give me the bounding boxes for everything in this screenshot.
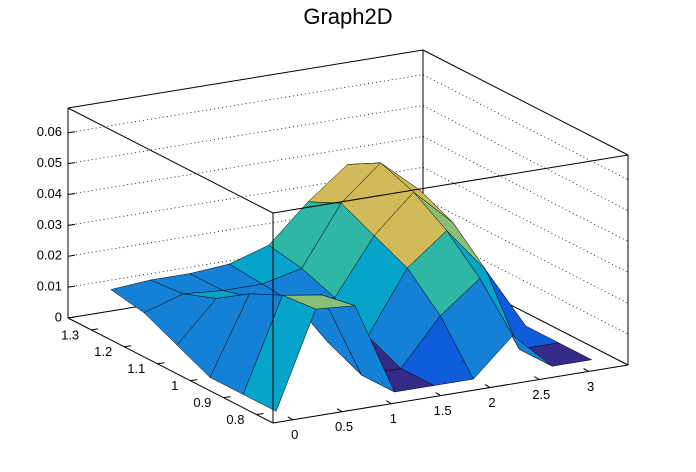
z-tick-label: 0.01 [37, 279, 62, 294]
z-tick [67, 316, 76, 319]
x-tick [484, 384, 491, 388]
x-tick-label: 3 [587, 379, 594, 394]
y-tick-label: 0.9 [193, 395, 211, 410]
chart-title: Graph2D [303, 4, 392, 29]
surface-cell [242, 294, 316, 412]
y-tick [157, 362, 165, 365]
y-tick-label: 0.8 [226, 412, 244, 427]
z-tick-label: 0 [55, 309, 62, 324]
box-edge [272, 154, 629, 214]
z-tick-label: 0.05 [37, 155, 62, 170]
x-tick [336, 408, 343, 413]
y-tick-label: 1.3 [61, 327, 79, 342]
z-tick-label: 0.04 [37, 186, 62, 201]
x-tick-label: 2.5 [532, 387, 550, 402]
y-tick-label: 1 [171, 378, 178, 393]
box-edge [67, 317, 274, 424]
y-tick-label: 1.1 [127, 361, 145, 376]
x-tick-label: 2 [488, 395, 495, 410]
box-edge [67, 107, 274, 214]
z-tick [67, 223, 76, 226]
z-tick-label: 0.02 [37, 248, 62, 263]
z-tick [67, 131, 76, 134]
z-tick [67, 162, 76, 165]
z-tick-label: 0.06 [37, 124, 62, 139]
x-tick-label: 0.5 [335, 419, 353, 434]
x-tick-label: 0 [291, 427, 298, 442]
z-tick-label: 0.03 [37, 217, 62, 232]
y-tick [91, 328, 99, 331]
box-edge [67, 49, 424, 109]
z-tick [67, 192, 76, 195]
x-tick [386, 400, 392, 405]
x-tick-label: 1.5 [434, 403, 452, 418]
box-edge [272, 364, 629, 424]
x-tick [533, 376, 540, 380]
z-tick [67, 285, 76, 288]
z-tick [67, 254, 76, 257]
y-tick-label: 1.2 [94, 344, 112, 359]
box-edge [422, 49, 629, 156]
x-tick-label: 1 [390, 411, 397, 426]
y-tick [223, 396, 231, 399]
x-tick [583, 368, 589, 372]
x-tick [435, 392, 441, 397]
x-tick [287, 416, 293, 421]
y-tick [124, 345, 132, 348]
y-tick [256, 413, 264, 416]
y-tick [190, 379, 198, 382]
